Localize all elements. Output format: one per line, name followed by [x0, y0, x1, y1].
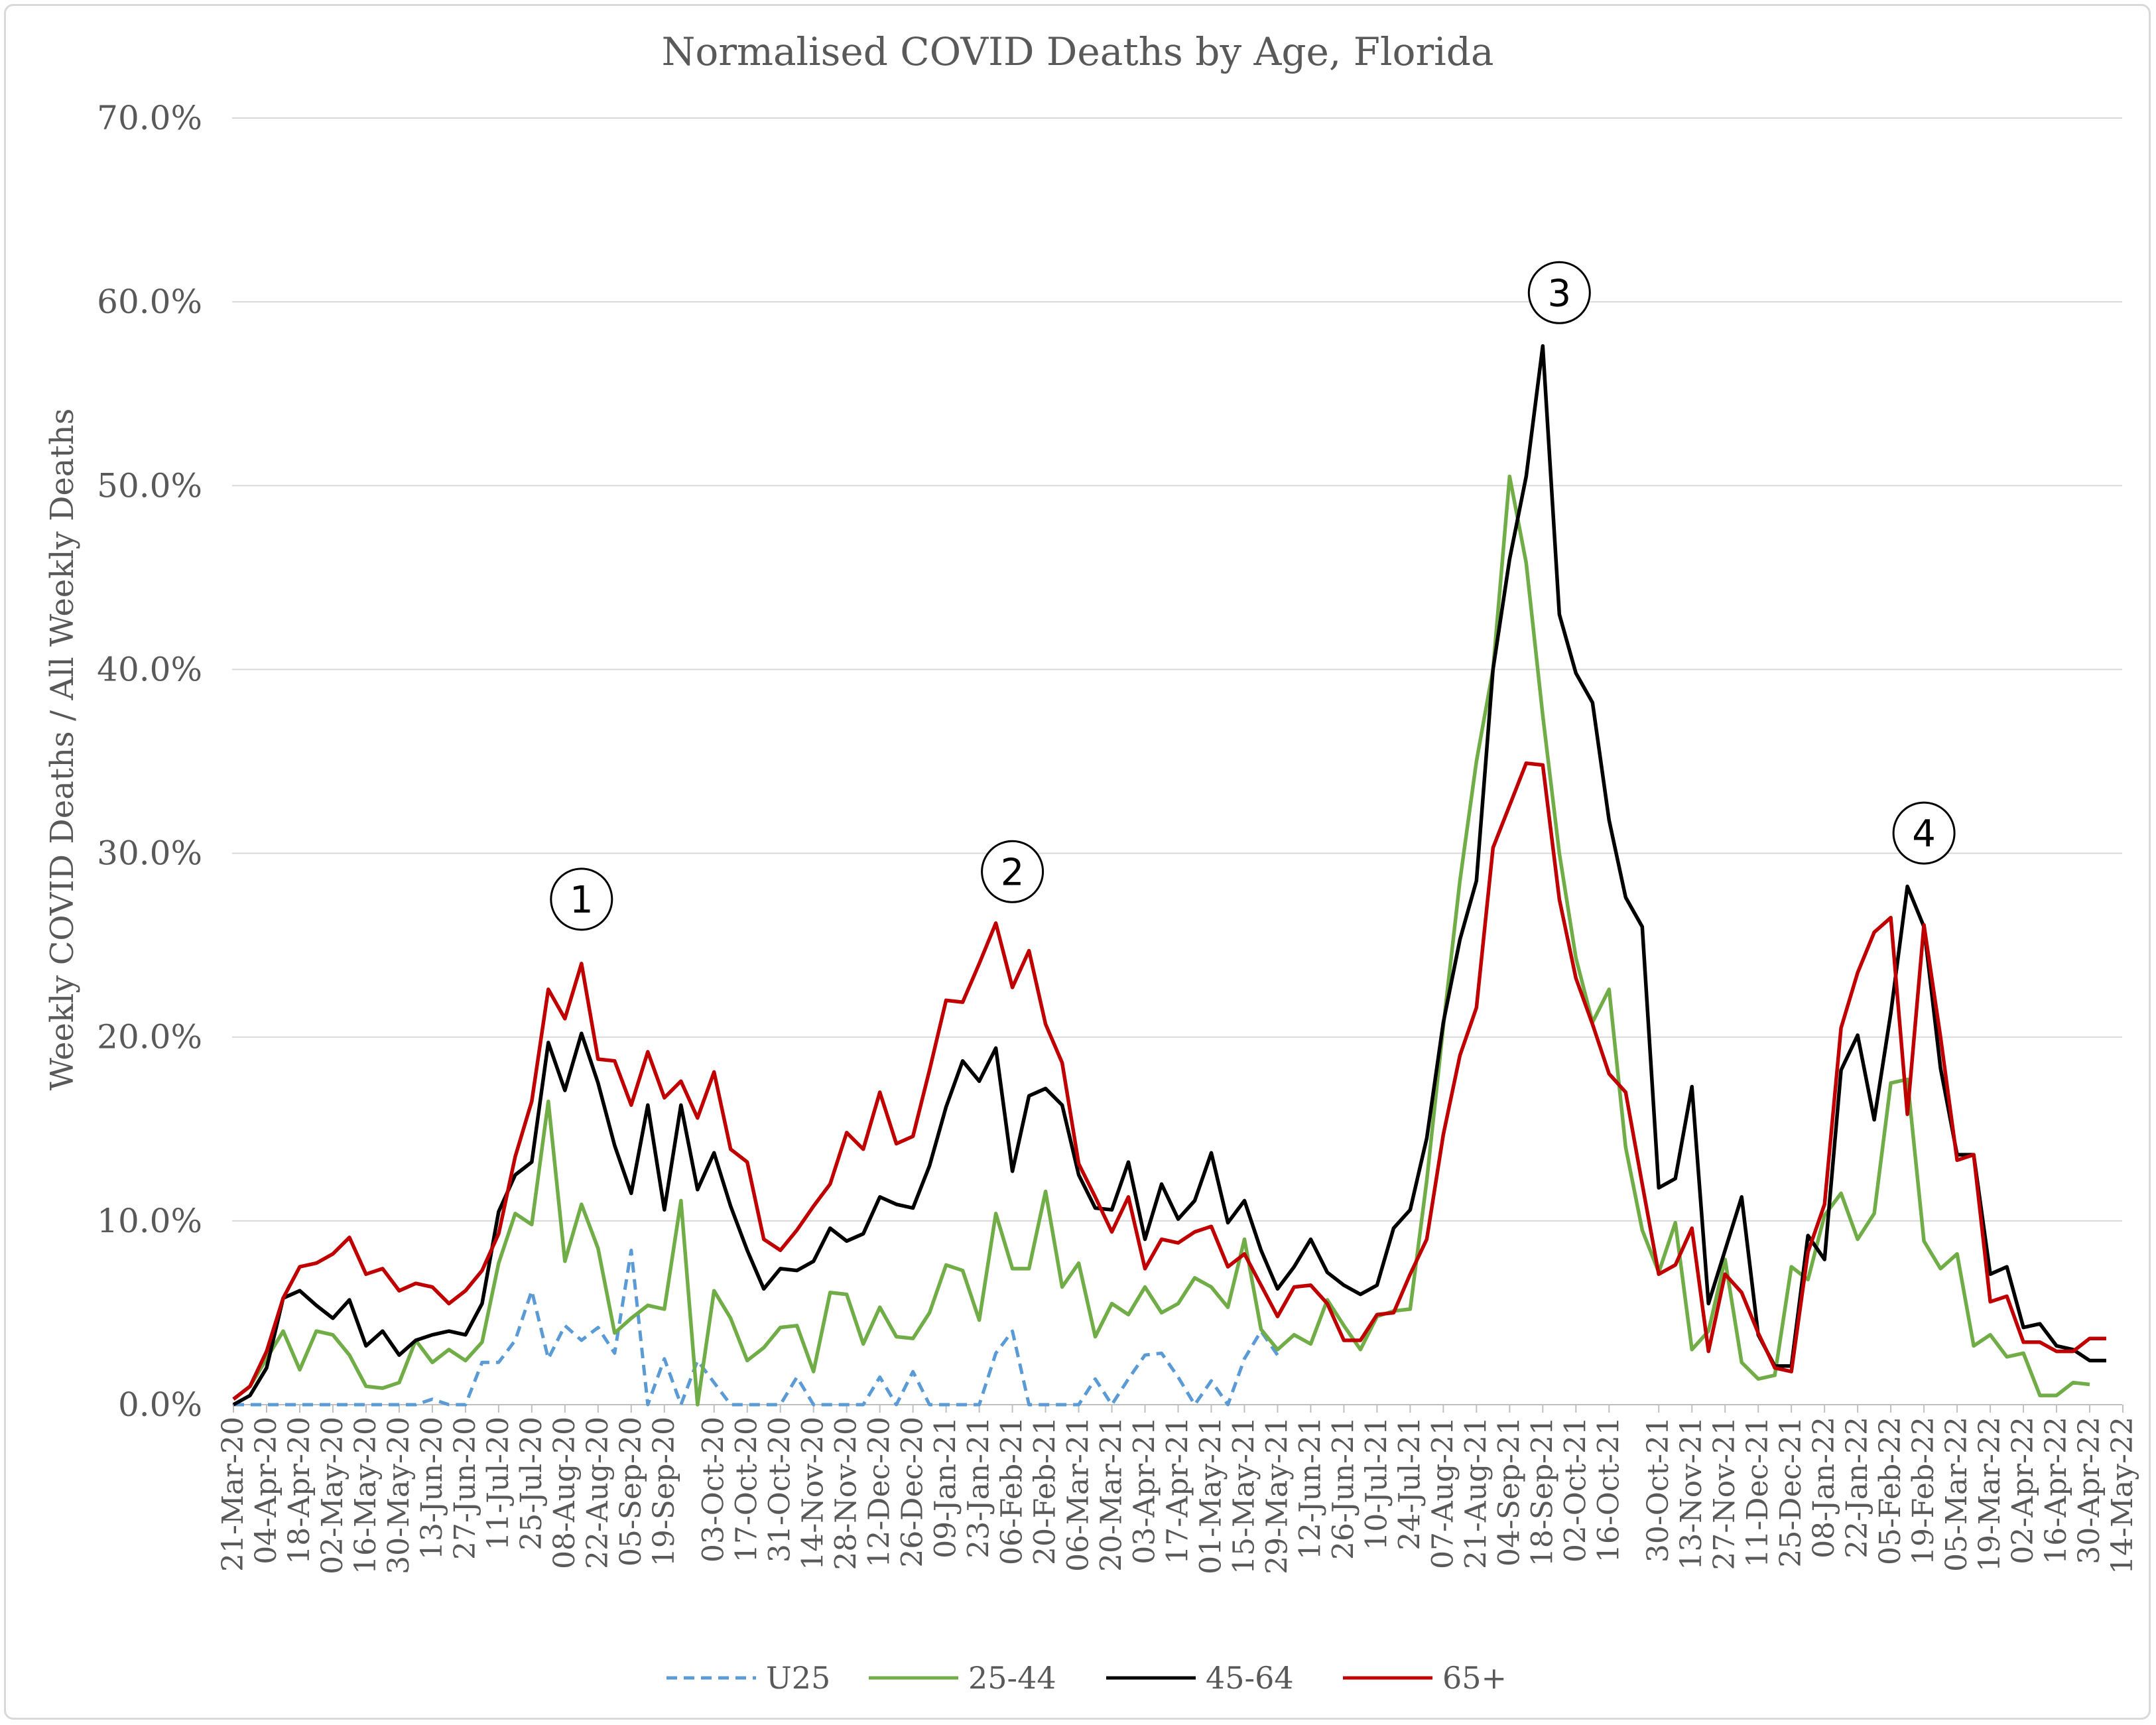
x-tick-label: 17-Apr-21: [1161, 1417, 1195, 1565]
x-tick-label: 22-Jan-22: [1840, 1417, 1874, 1559]
annotation-label: 1: [570, 879, 594, 922]
annotations: 1 2 3 4: [550, 261, 1956, 931]
x-tick-label: 28-Nov-20: [830, 1417, 863, 1570]
x-tick-label: 16-Oct-21: [1592, 1417, 1625, 1563]
x-tick-label: 30-Oct-21: [1641, 1417, 1675, 1563]
x-tick-label: 21-Mar-20: [216, 1417, 250, 1572]
x-tick-label: 06-Mar-21: [1062, 1417, 1096, 1572]
x-tick-label: 19-Sep-20: [647, 1417, 681, 1566]
chart-title: Normalised COVID Deaths by Age, Florida: [662, 29, 1494, 74]
x-tick-label: 24-Jul-21: [1393, 1417, 1427, 1551]
x-tick-label: 20-Feb-21: [1029, 1417, 1062, 1565]
chart-frame: [4, 4, 2151, 1720]
x-tick-label: 14-May-22: [2106, 1417, 2139, 1574]
legend: U25 25-44 45-64 65+: [666, 1660, 1507, 1696]
y-axis-label: Weekly COVID Deaths / All Weekly Deaths: [44, 409, 81, 1091]
x-tick-label: 21-Aug-21: [1459, 1417, 1493, 1569]
series-line-65+: [232, 761, 2106, 1401]
x-tick-label: 04-Sep-21: [1492, 1417, 1526, 1566]
x-tick-label: 02-May-20: [316, 1417, 349, 1574]
x-tick-label: 30-May-20: [382, 1417, 416, 1574]
annotation-circle: [1527, 261, 1591, 324]
x-tick-label: 19-Feb-22: [1907, 1417, 1940, 1565]
x-tick-label: 08-Aug-20: [548, 1417, 582, 1569]
y-tick-label: 20.0%: [97, 1018, 202, 1056]
y-tick-label: 40.0%: [97, 650, 202, 688]
x-tick-label: 14-Nov-20: [796, 1417, 830, 1570]
y-tick-label: 70.0%: [97, 99, 202, 137]
annotation-label: 4: [1912, 812, 1936, 856]
x-tick-label: 26-Dec-20: [896, 1417, 930, 1568]
x-tick-label: 29-May-21: [1260, 1417, 1294, 1574]
x-tick-label: 05-Sep-20: [614, 1417, 648, 1566]
x-tick-label: 16-Apr-22: [2039, 1417, 2073, 1565]
legend-label: 65+: [1442, 1660, 1507, 1696]
y-tick-label: 60.0%: [97, 283, 202, 321]
x-tick-label: 23-Jan-21: [962, 1417, 996, 1559]
x-tick-label: 27-Nov-21: [1708, 1417, 1742, 1570]
x-tick-label: 04-Apr-20: [249, 1417, 283, 1565]
x-tick-label: 19-Mar-22: [1973, 1417, 2007, 1572]
x-tick-label: 09-Jan-21: [929, 1417, 963, 1559]
annotation-circle: [1892, 801, 1956, 865]
x-tick-label: 03-Oct-20: [697, 1417, 731, 1563]
x-tick-label: 07-Aug-21: [1426, 1417, 1460, 1569]
x-tick-label: 18-Sep-21: [1525, 1417, 1559, 1566]
legend-label: U25: [766, 1660, 830, 1696]
x-tick-label: 10-Jul-21: [1360, 1417, 1393, 1551]
x-tick-label: 06-Feb-21: [995, 1417, 1029, 1565]
x-tick-label: 13-Nov-21: [1675, 1417, 1708, 1570]
y-axis-ticks: 0.0% 10.0% 20.0% 30.0% 40.0% 50.0% 60.0% 70.0%: [97, 99, 202, 1424]
series-line-U25: [233, 1248, 1279, 1407]
x-tick-label: 26-Jun-21: [1326, 1417, 1360, 1560]
x-tick-label: 08-Jan-22: [1807, 1417, 1841, 1559]
gridlines: [232, 117, 2122, 1405]
annotation-label: 2: [1001, 851, 1025, 894]
x-tick-label: 12-Jun-21: [1293, 1417, 1327, 1560]
x-tick-label: 18-Apr-20: [283, 1417, 316, 1565]
x-tick-label: 22-Aug-20: [581, 1417, 615, 1569]
x-tick-label: 05-Feb-22: [1873, 1417, 1907, 1565]
y-tick-label: 0.0%: [118, 1385, 202, 1424]
y-tick-label: 50.0%: [97, 466, 202, 505]
x-tick-label: 31-Oct-20: [763, 1417, 797, 1563]
series-line-25-44: [232, 474, 2090, 1407]
annotation-label: 3: [1547, 272, 1571, 315]
series-line-45-64: [232, 344, 2106, 1407]
series-lines: [232, 344, 2106, 1407]
annotation-circle: [550, 867, 613, 931]
x-tick-label: 02-Oct-21: [1558, 1417, 1592, 1563]
x-tick-label: 20-Mar-21: [1095, 1417, 1129, 1572]
x-tick-label: 02-Apr-22: [2006, 1417, 2040, 1565]
y-tick-label: 10.0%: [97, 1202, 202, 1240]
x-tick-label: 11-Dec-21: [1741, 1417, 1775, 1568]
x-tick-label: 03-Apr-21: [1128, 1417, 1162, 1565]
x-tick-label: 16-May-20: [349, 1417, 383, 1574]
x-tick-label: 13-Jun-20: [415, 1417, 449, 1560]
x-tick-label: 05-Mar-22: [1940, 1417, 1974, 1572]
annotation-circle: [981, 840, 1045, 903]
x-tick-label: 25-Jul-20: [515, 1417, 548, 1551]
x-tick-label: 01-May-21: [1194, 1417, 1228, 1574]
x-tick-label: 27-Jun-20: [448, 1417, 482, 1560]
legend-label: 45-64: [1206, 1660, 1294, 1696]
x-tick-label: 15-May-21: [1227, 1417, 1261, 1574]
x-axis-ticks: 21-Mar-2004-Apr-2018-Apr-2002-May-2016-M…: [216, 1404, 2139, 1574]
legend-label: 25-44: [968, 1660, 1056, 1696]
x-tick-label: 12-Dec-20: [863, 1417, 897, 1568]
x-tick-label: 25-Dec-21: [1774, 1417, 1808, 1568]
x-tick-label: 30-Apr-22: [2072, 1417, 2106, 1565]
x-tick-label: 17-Oct-20: [730, 1417, 764, 1563]
x-tick-label: 11-Jul-20: [481, 1417, 515, 1551]
y-tick-label: 30.0%: [97, 834, 202, 873]
